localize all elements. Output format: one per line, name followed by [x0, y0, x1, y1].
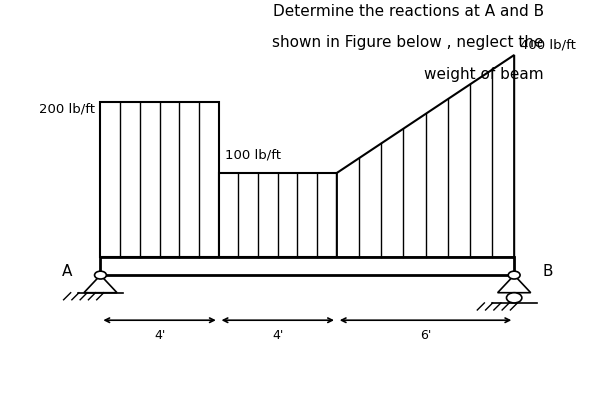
Text: A: A: [61, 264, 72, 279]
Circle shape: [506, 293, 522, 303]
Text: Determine the reactions at A and B: Determine the reactions at A and B: [272, 4, 544, 19]
Polygon shape: [100, 257, 514, 275]
Text: 4': 4': [272, 329, 284, 342]
Text: shown in Figure below , neglect the: shown in Figure below , neglect the: [272, 35, 544, 50]
Circle shape: [95, 271, 106, 279]
Text: 100 lb/ft: 100 lb/ft: [225, 148, 281, 161]
Text: B: B: [543, 264, 553, 279]
Polygon shape: [219, 173, 337, 257]
Text: 400 lb/ft: 400 lb/ft: [520, 38, 576, 51]
Text: 200 lb/ft: 200 lb/ft: [38, 102, 95, 115]
Polygon shape: [337, 55, 514, 257]
Text: 6': 6': [420, 329, 431, 342]
Polygon shape: [84, 275, 117, 293]
Polygon shape: [498, 275, 531, 293]
Circle shape: [508, 271, 520, 279]
Text: weight of beam: weight of beam: [424, 67, 544, 82]
Text: 4': 4': [154, 329, 165, 342]
Polygon shape: [100, 102, 219, 257]
